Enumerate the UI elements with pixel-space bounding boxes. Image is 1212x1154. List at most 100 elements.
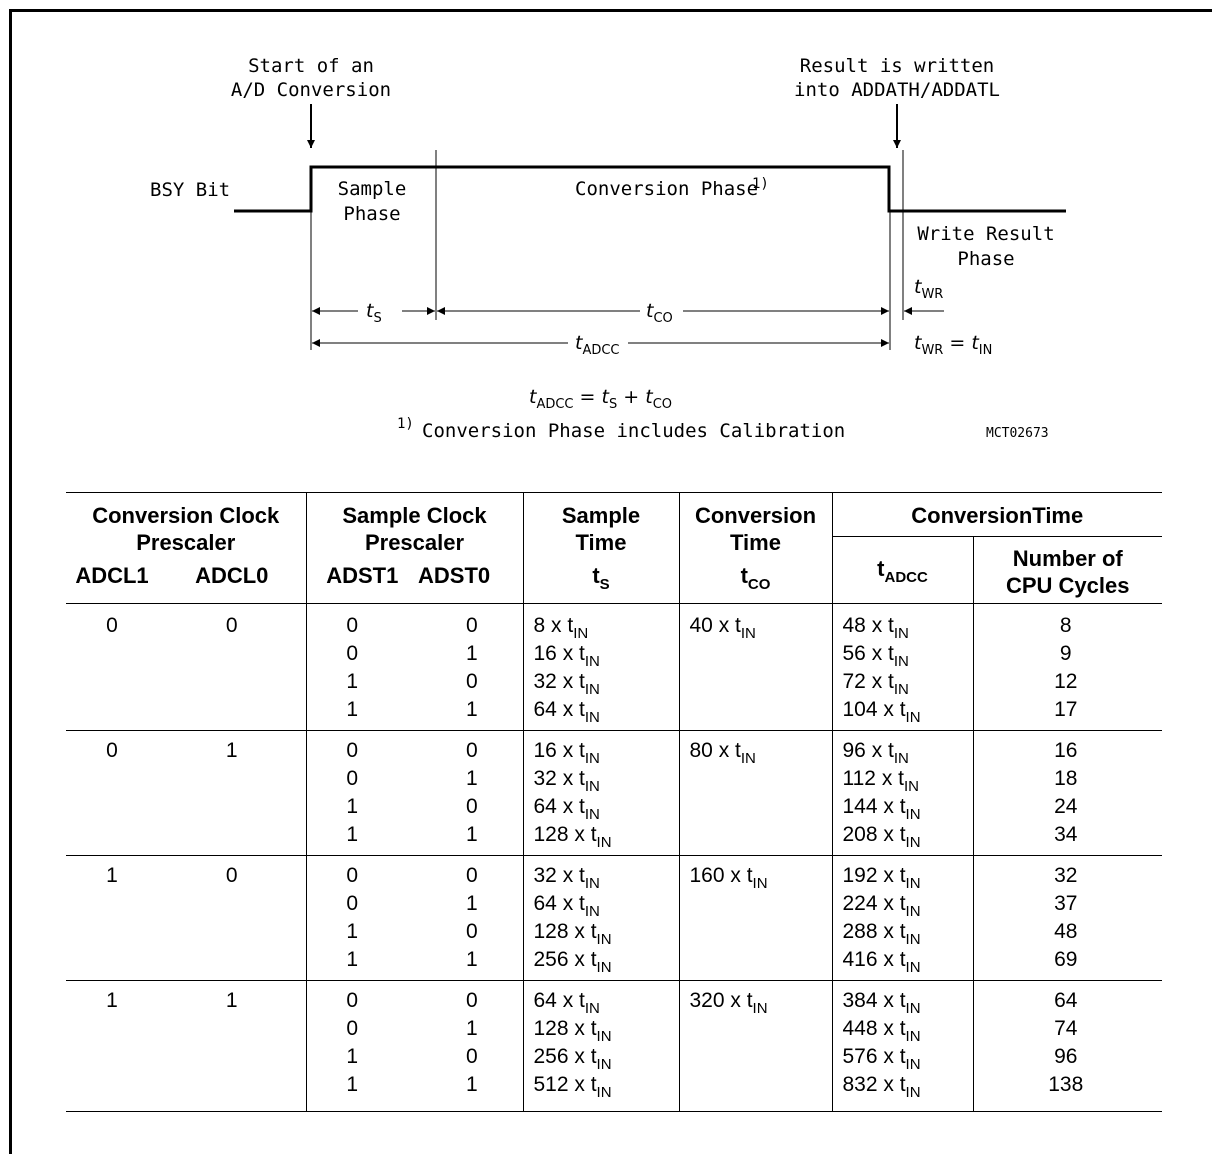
cell-tco: 40 x tIN [678,603,832,731]
adst0-value: 1 [466,948,478,971]
ts-value: 128 x tIN [533,1017,612,1045]
tadcc-value: 208 x tIN [842,823,921,851]
cycles-value: 48 [1054,920,1078,943]
cell-adcl0: 1 [225,989,238,1012]
adst1-value: 1 [346,920,359,943]
cell-ts: 16 x tIN 32 x tIN 64 x tIN 128 x tIN [522,730,679,856]
ts-value: 32 x tIN [533,767,600,795]
ts-value: 64 x tIN [533,698,600,726]
page-frame [9,9,1212,1154]
header-tco: tCO [678,556,832,604]
label-write-line1: Write Result [917,223,1054,245]
cell-tadcc: 192 x tIN 224 x tIN 288 x tIN 416 x tIN [831,855,973,981]
header-conversion-time: Conversion Time [678,492,832,556]
adst0-value: 0 [466,795,478,818]
tco-value: 160 x tIN [689,864,768,892]
adst0-value: 1 [466,823,478,846]
cycles-value: 96 [1054,1045,1078,1068]
ts-value: 32 x tIN [533,864,600,892]
cycles-value: 34 [1054,823,1078,846]
cell-adcl1: 0 [106,739,118,762]
label-result-line1: Result is written [800,55,994,77]
adst1-value: 0 [346,642,359,665]
cycles-value: 64 [1054,989,1078,1012]
tadcc-value: 104 x tIN [842,698,921,726]
ts-value: 256 x tIN [533,948,612,976]
cycles-value: 9 [1059,642,1072,665]
label-result-line2: into ADDATH/ADDATL [794,79,1000,101]
cycles-value: 24 [1054,795,1078,818]
adst0-value: 0 [466,989,478,1012]
table-row-group: 1 1 0 0 1 1 0 1 0 1 64 x tIN 128 x tIN 256 x tIN 512 … [66,980,1162,1112]
adst0-value: 0 [466,1045,478,1068]
label-conversion-note: 1) [752,176,769,192]
cycles-value: 69 [1054,948,1078,971]
ts-value: 512 x tIN [533,1073,612,1101]
adst1-value: 0 [346,892,359,915]
tadcc-value: 56 x tIN [842,642,909,670]
label-conversion: Conversion Phase [575,178,758,200]
cycles-value: 12 [1054,670,1078,693]
ts-value: 32 x tIN [533,670,600,698]
header-conv-clock: Conversion Clock Prescaler [92,503,280,555]
cell-ts: 8 x tIN 16 x tIN 32 x tIN 64 x tIN [522,603,679,731]
footnote-mark: 1) [397,416,414,432]
tco-value: 80 x tIN [689,739,756,767]
header-adst1: ADST1 [305,556,418,604]
tadcc-value: 48 x tIN [842,614,909,642]
cycles-value: 37 [1054,892,1078,915]
header-conversion-total: ConversionTime [831,492,1162,537]
figure-code: MCT02673 [986,426,1049,441]
tadcc-value: 192 x tIN [842,864,921,892]
ts-value: 16 x tIN [533,739,600,767]
formula-tadcc: tADCC = tS + tCO [529,386,672,412]
dim-twr: tWR [914,276,943,302]
label-start-line2: A/D Conversion [231,79,391,101]
tadcc-value: 416 x tIN [842,948,921,976]
ts-value: 128 x tIN [533,823,612,851]
conversion-time-table: Conversion Clock Prescaler Sample Clock Pr… [66,492,1162,1112]
cell-adst0: 0 1 0 1 [418,604,523,731]
cycles-value: 138 [1048,1073,1084,1096]
header-tadcc: tADCC [831,536,973,604]
ts-value: 64 x tIN [533,989,600,1017]
adst1-value: 1 [346,823,359,846]
cell-ts: 32 x tIN 64 x tIN 128 x tIN 256 x tIN [522,855,679,981]
bsy-waveform [234,165,1066,213]
adst1-value: 1 [346,698,359,721]
adst1-value: 0 [346,614,359,637]
adst0-value: 1 [466,892,478,915]
adst0-value: 0 [466,920,478,943]
tadcc-value: 96 x tIN [842,739,909,767]
dim-ts: tS [366,300,382,326]
cell-cycles: 16 18 24 34 [972,730,1162,856]
adst1-value: 0 [346,739,359,762]
tadcc-value: 576 x tIN [842,1045,921,1073]
header-adst0: ADST0 [418,563,491,588]
cell-adst1: 0 0 1 1 [305,730,418,856]
tco-value: 40 x tIN [689,614,756,642]
tadcc-value: 112 x tIN [842,767,919,795]
cell-cycles: 8 9 12 17 [972,603,1162,731]
tadcc-value: 288 x tIN [842,920,921,948]
adst1-value: 0 [346,1017,359,1040]
cycles-value: 17 [1054,698,1078,721]
adst1-value: 1 [346,795,359,818]
adst0-value: 1 [466,1073,478,1096]
timing-diagram: Start of an A/D Conversion Result is wri… [150,55,1066,442]
ts-value: 64 x tIN [533,892,600,920]
cell-adcl1: 0 [106,614,118,637]
adst0-value: 1 [466,767,478,790]
ts-value: 128 x tIN [533,920,612,948]
cell-adst0: 0 1 0 1 [418,731,523,856]
cell-adst0: 0 1 0 1 [418,981,523,1112]
cell-adst1: 0 0 1 1 [305,603,418,731]
adst0-value: 1 [466,698,478,721]
tadcc-value: 448 x tIN [842,1017,921,1045]
adst0-value: 0 [466,739,478,762]
footnote-text: Conversion Phase includes Calibration [422,420,845,442]
header-sample-time: Sample Time [522,492,679,556]
cell-tco: 80 x tIN [678,730,832,856]
adst1-value: 0 [346,864,359,887]
cycles-value: 16 [1054,739,1078,762]
